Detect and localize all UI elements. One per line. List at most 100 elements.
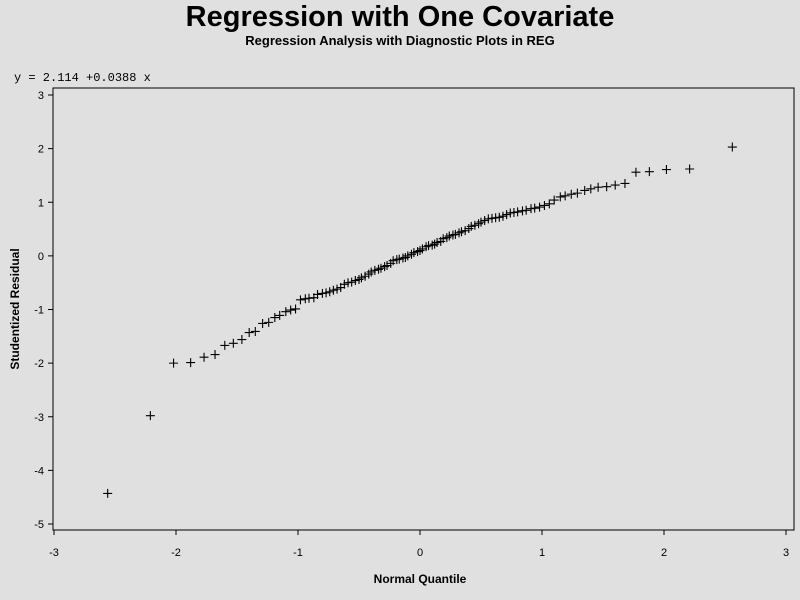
x-tick-label: 1 <box>539 547 545 559</box>
data-point <box>456 227 466 237</box>
data-point <box>572 188 582 198</box>
data-point <box>380 262 390 272</box>
data-point <box>347 277 357 287</box>
data-point <box>466 221 476 231</box>
data-point <box>535 202 545 212</box>
x-tick-label: -1 <box>293 547 303 559</box>
data-point <box>494 212 504 222</box>
data-point <box>430 239 440 249</box>
data-point <box>417 244 427 254</box>
data-point <box>631 167 641 177</box>
data-point <box>454 228 464 238</box>
data-point <box>502 210 512 220</box>
data-point <box>228 338 238 348</box>
data-point <box>539 200 549 210</box>
y-tick-label: -4 <box>34 465 44 477</box>
data-point <box>480 215 490 225</box>
data-point <box>580 185 590 195</box>
data-point <box>544 199 554 209</box>
data-point <box>366 267 376 277</box>
data-point <box>444 231 454 241</box>
data-point <box>325 287 335 297</box>
x-tick-label: -2 <box>171 547 181 559</box>
data-point <box>409 248 419 258</box>
data-point <box>394 254 404 264</box>
plot-frame <box>52 87 795 531</box>
data-point <box>602 182 612 192</box>
data-point <box>415 246 425 256</box>
data-point <box>406 249 416 259</box>
y-tick-label: 2 <box>38 144 44 156</box>
data-point <box>370 265 380 275</box>
data-point <box>442 233 452 243</box>
data-point <box>685 164 695 174</box>
data-point <box>376 263 386 273</box>
x-tick-label: -3 <box>49 547 59 559</box>
data-point <box>476 217 486 227</box>
x-tick-label: 3 <box>783 547 789 559</box>
data-point <box>250 326 260 336</box>
data-point <box>374 264 384 274</box>
data-points <box>103 142 737 498</box>
data-point <box>555 192 565 202</box>
data-point <box>530 203 540 213</box>
data-point <box>356 273 366 283</box>
data-point <box>549 195 559 205</box>
data-point <box>313 289 323 299</box>
data-point <box>145 411 155 421</box>
chart-subtitle: Regression Analysis with Diagnostic Plot… <box>245 33 555 48</box>
y-tick-label: 0 <box>38 251 44 263</box>
data-point <box>199 352 209 362</box>
y-tick-label: 3 <box>38 90 44 102</box>
data-point <box>620 178 630 188</box>
x-tick-label: 2 <box>661 547 667 559</box>
y-axis: -5 -4 -3 -2 -1 0 1 2 3 <box>34 90 53 531</box>
data-point <box>295 295 305 305</box>
data-point <box>275 310 285 320</box>
y-tick-label: -5 <box>34 519 44 531</box>
data-point <box>350 276 360 286</box>
data-point <box>513 207 523 217</box>
data-point <box>339 279 349 289</box>
x-axis: -3 -2 -1 0 1 2 3 <box>49 530 789 559</box>
y-tick-label: -2 <box>34 358 44 370</box>
data-point <box>388 256 398 266</box>
data-point <box>286 305 296 315</box>
data-point <box>438 234 448 244</box>
y-tick-label: -3 <box>34 412 44 424</box>
data-point <box>400 252 410 262</box>
data-point <box>186 358 196 368</box>
data-point <box>566 189 576 199</box>
y-axis-title: Studentized Residual <box>8 248 22 369</box>
data-point <box>661 165 671 175</box>
data-point <box>560 191 570 201</box>
data-point <box>360 271 370 281</box>
data-point <box>498 211 508 221</box>
data-point <box>210 350 220 360</box>
data-point <box>464 224 474 234</box>
data-point <box>644 167 654 177</box>
data-point <box>521 205 531 215</box>
data-point <box>364 269 374 279</box>
data-point <box>270 313 280 323</box>
data-point <box>427 240 437 250</box>
data-point <box>421 242 431 252</box>
data-point <box>258 318 268 328</box>
data-point <box>264 317 274 327</box>
data-point <box>332 284 342 294</box>
data-point <box>169 358 179 368</box>
chart-title: Regression with One Covariate <box>185 1 615 33</box>
data-point <box>220 340 230 350</box>
data-point <box>403 251 413 261</box>
data-point <box>354 274 364 284</box>
data-point <box>586 184 596 194</box>
data-point <box>474 219 484 229</box>
data-point <box>291 304 301 314</box>
data-point <box>727 142 737 152</box>
data-point <box>103 488 113 498</box>
data-point <box>593 182 603 192</box>
data-point <box>382 261 392 271</box>
data-point <box>470 220 480 230</box>
data-point <box>432 237 442 247</box>
